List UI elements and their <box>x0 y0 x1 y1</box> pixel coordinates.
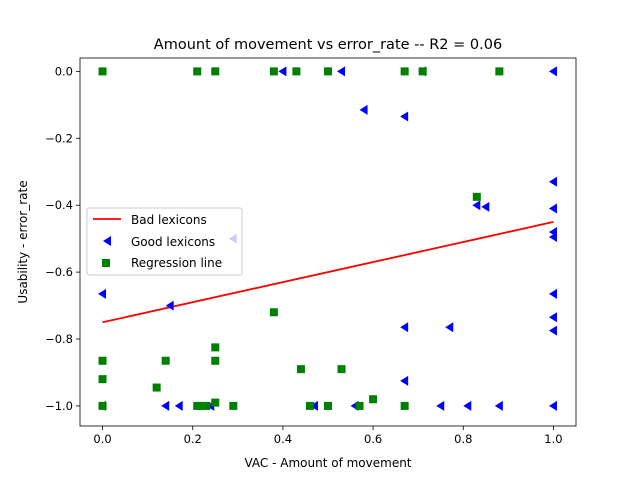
regression-point <box>324 67 332 76</box>
regression-point <box>98 375 107 384</box>
good-lexicon-point <box>548 400 557 411</box>
regression-point <box>211 67 220 76</box>
good-lexicon-point <box>548 288 557 299</box>
regression-point <box>400 67 409 76</box>
good-lexicon-point <box>472 200 481 211</box>
good-lexicon-point <box>400 111 409 122</box>
x-tick-label: 0.6 <box>364 432 382 446</box>
y-tick-label: 0.0 <box>55 64 73 78</box>
good-lexicon-point <box>494 400 503 411</box>
regression-point <box>305 401 314 410</box>
regression-point <box>98 356 107 365</box>
good-lexicon-point <box>548 176 557 187</box>
good-lexicon-point <box>174 400 183 411</box>
regression-point <box>269 67 278 76</box>
legend-regression-swatch <box>102 259 110 267</box>
regression-point <box>418 67 427 76</box>
good-lexicon-point <box>548 66 557 77</box>
regression-point <box>152 383 161 392</box>
good-lexicon-point <box>161 400 170 411</box>
legend-good-label: Good lexicons <box>131 235 215 249</box>
x-tick-label: 0.8 <box>454 432 472 446</box>
legend-box <box>86 207 243 276</box>
regression-point <box>229 401 238 410</box>
regression-point <box>193 401 202 410</box>
good-lexicon-point <box>436 400 445 411</box>
regression-point <box>197 401 206 410</box>
good-lexicon-point <box>278 66 287 77</box>
regression-point <box>98 67 107 76</box>
regression-point <box>355 401 364 410</box>
y-tick-label: −0.6 <box>45 265 73 279</box>
good-lexicon-point <box>359 104 368 115</box>
x-axis-label: VAC - Amount of movement <box>244 456 411 470</box>
good-lexicon-point <box>309 400 318 411</box>
regression-point <box>211 398 220 407</box>
axes-frame <box>79 57 577 427</box>
y-tick-label: −0.8 <box>45 332 73 346</box>
regression-point <box>472 192 481 201</box>
regression-point <box>211 343 220 352</box>
legend-regression-label: Regression line <box>131 256 222 270</box>
regression-point <box>337 365 346 374</box>
regression-point <box>202 401 211 410</box>
legend-good-swatch <box>103 236 111 246</box>
good-lexicon-point <box>548 231 557 242</box>
regression-point <box>98 401 107 410</box>
plot-area: 0.0 0.2 0.4 0.6 0.8 1.0 0.0 −0.2 −0.4 −0.6 −0.8 −1.… <box>45 57 577 446</box>
good-lexicon-point <box>463 400 472 411</box>
regression-point <box>296 365 305 374</box>
good-lexicon-point <box>445 322 454 333</box>
good-lexicon-point <box>400 375 409 386</box>
good-lexicon-point <box>548 325 557 336</box>
good-lexicon-point <box>481 201 490 212</box>
regression-point <box>495 67 504 76</box>
regression-point <box>269 308 278 317</box>
y-axis-label: Usability - error_rate <box>16 180 30 303</box>
bad-lexicons-line <box>102 221 554 324</box>
good-lexicon-point <box>548 312 557 323</box>
regression-point <box>369 395 378 404</box>
regression-point <box>292 67 301 76</box>
regression-point <box>161 356 170 365</box>
legend: Bad lexicons Good lexicons Regression li… <box>86 207 243 276</box>
regression-point <box>400 401 409 410</box>
legend-bad-label: Bad lexicons <box>131 213 207 227</box>
x-tick-label: 1.0 <box>544 432 562 446</box>
chart-title: Amount of movement vs error_rate -- R2 =… <box>154 37 502 53</box>
good-lexicon-point <box>400 322 409 333</box>
good-lexicon-point <box>337 66 346 77</box>
x-tick-label: 0.0 <box>93 432 111 446</box>
good-lexicon-point <box>548 203 557 214</box>
good-lexicon-point <box>98 288 107 299</box>
x-tick-label: 0.2 <box>184 432 202 446</box>
regression-point <box>324 401 332 410</box>
y-tick-label: −1.0 <box>45 399 73 413</box>
regression-point <box>211 356 220 365</box>
x-tick-label: 0.4 <box>274 432 292 446</box>
y-tick-label: −0.4 <box>45 198 73 212</box>
good-lexicon-point <box>165 300 174 311</box>
regression-point <box>193 67 202 76</box>
y-tick-label: −0.2 <box>45 131 73 145</box>
